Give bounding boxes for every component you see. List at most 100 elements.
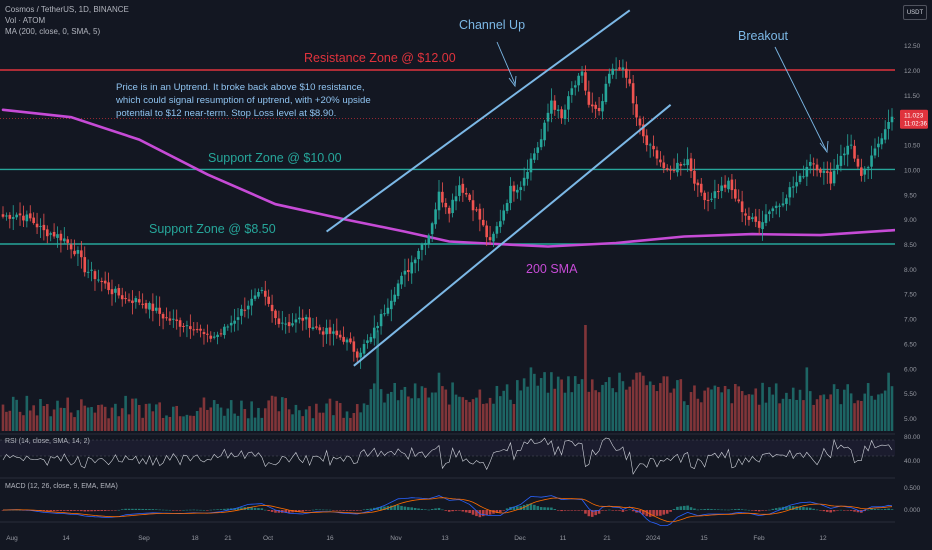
macd-histogram-bar — [771, 508, 775, 510]
volume-bar — [117, 416, 121, 431]
macd-indicator-label[interactable]: MACD (12, 26, close, 9, EMA, EMA) — [5, 483, 118, 490]
price-axis-tick: 11.50 — [904, 93, 920, 100]
volume-bar — [298, 410, 301, 431]
volume-bar — [338, 403, 342, 431]
macd-histogram-bar — [533, 504, 536, 510]
candle — [607, 73, 611, 84]
volume-bar — [744, 395, 747, 431]
volume-indicator-label[interactable]: Vol · ATOM — [5, 16, 46, 25]
candle — [22, 215, 25, 221]
macd-histogram-bar — [410, 507, 414, 510]
volume-bar — [873, 399, 877, 431]
candle — [614, 68, 618, 70]
candle — [424, 242, 427, 246]
macd-histogram-bar — [131, 508, 134, 510]
candle — [253, 295, 257, 299]
candle — [18, 213, 22, 216]
macd-histogram-bar — [451, 510, 454, 512]
time-axis-tick: Sep — [138, 535, 150, 542]
candle — [822, 170, 826, 173]
macd-histogram-bar — [420, 508, 424, 510]
candle — [434, 209, 437, 225]
volume-bar — [178, 416, 182, 431]
macd-histogram-bar — [389, 505, 393, 510]
candle — [573, 85, 577, 88]
volume-bar — [110, 407, 114, 431]
candle — [212, 336, 216, 338]
macd-histogram-bar — [883, 508, 887, 510]
volume-bar — [151, 411, 155, 431]
macd-histogram-bar — [335, 510, 339, 511]
volume-bar — [359, 412, 362, 431]
volume-bar — [522, 378, 526, 431]
volume-bar — [829, 394, 832, 431]
volume-bar — [655, 391, 659, 431]
volume-bar — [706, 387, 710, 431]
candle — [481, 219, 485, 226]
volume-bar — [5, 411, 8, 431]
volume-bar — [546, 392, 550, 431]
macd-histogram-bar — [93, 510, 97, 512]
candle — [621, 67, 625, 70]
macd-histogram-bar — [45, 510, 49, 512]
candle — [464, 193, 468, 195]
candle — [546, 112, 550, 122]
volume-bar — [294, 404, 298, 431]
candle — [560, 109, 563, 119]
candle — [873, 148, 877, 156]
candle — [509, 185, 512, 204]
volume-bar — [689, 392, 693, 431]
support-10-label: Support Zone @ $10.00 — [208, 151, 342, 165]
candle — [437, 191, 441, 211]
price-axis-tick: 8.50 — [904, 242, 917, 249]
candle — [76, 250, 80, 254]
macd-histogram-bar — [328, 509, 332, 511]
volume-bar — [543, 372, 546, 431]
candle — [376, 325, 379, 329]
candle — [39, 225, 42, 227]
volume-bar — [202, 397, 206, 431]
volume-bar — [270, 395, 274, 431]
macd-histogram-bar — [628, 509, 632, 511]
macd-histogram-bar — [475, 510, 478, 517]
candle — [597, 108, 601, 112]
macd-histogram-bar — [199, 509, 202, 511]
macd-histogram-bar — [556, 510, 560, 511]
volume-bar — [161, 417, 165, 431]
rsi-indicator-label[interactable]: RSI (14, close, SMA, 14, 2) — [5, 438, 90, 445]
volume-bar — [69, 412, 73, 431]
volume-bar — [468, 402, 471, 431]
candle — [287, 322, 291, 327]
breakout-arrowhead — [819, 140, 829, 154]
ma-indicator-label[interactable]: MA (200, close, 0, SMA, 5) — [5, 27, 101, 36]
volume-bar — [349, 417, 352, 431]
volume-bar — [478, 389, 482, 431]
macd-histogram-bar — [318, 509, 322, 511]
candle — [451, 199, 454, 214]
volume-bar — [144, 403, 148, 431]
volume-bar — [284, 398, 288, 431]
candle — [754, 216, 758, 222]
macd-histogram-bar — [808, 507, 812, 510]
candle — [192, 329, 196, 331]
currency-button[interactable]: USDT — [903, 5, 927, 20]
volume-bar — [97, 405, 100, 431]
macd-histogram-bar — [880, 509, 884, 510]
volume-bar — [134, 398, 138, 431]
volume-bar — [379, 389, 383, 431]
candle — [63, 238, 66, 242]
candle — [42, 224, 46, 231]
macd-histogram-bar — [832, 510, 836, 512]
volume-bar — [277, 411, 281, 431]
candle — [642, 124, 645, 137]
macd-histogram-bar — [672, 509, 676, 510]
candle — [260, 289, 264, 291]
volume-bar — [539, 378, 543, 431]
macd-histogram-bar — [103, 510, 107, 511]
candle — [209, 335, 213, 339]
macd-histogram-bar — [584, 510, 587, 514]
candle — [199, 328, 202, 331]
volume-bar — [355, 404, 359, 431]
volume-bar — [662, 376, 666, 431]
